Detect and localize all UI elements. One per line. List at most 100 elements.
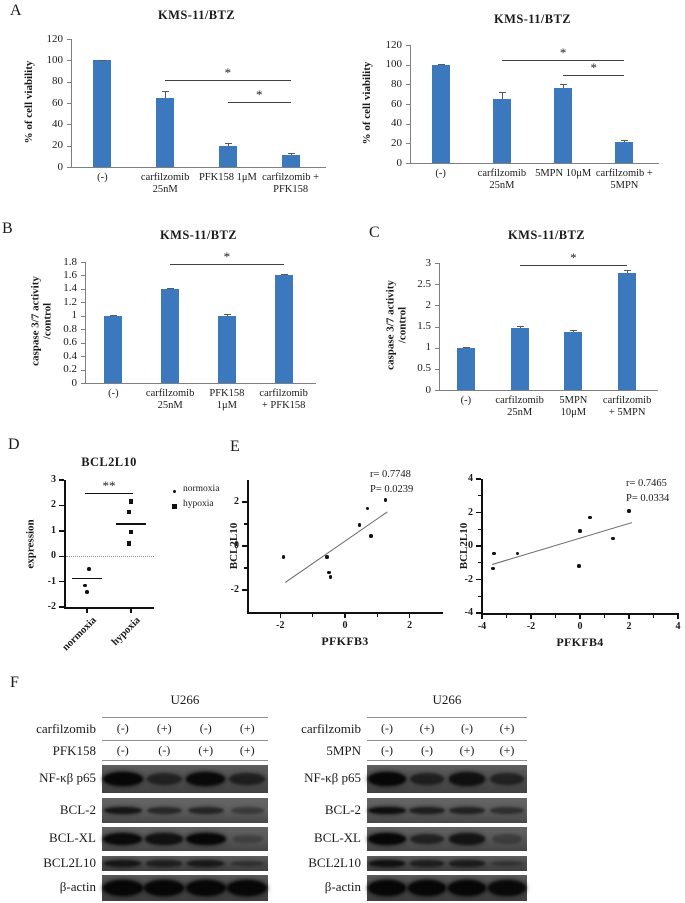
- panel-b-chart: KMS-11/BTZ caspase 3/7 activity /control 0…: [29, 228, 325, 426]
- y-axis: [64, 480, 66, 608]
- data-point: [383, 498, 388, 502]
- significance-line: [85, 492, 133, 494]
- data-point-dot: [85, 589, 89, 594]
- y-tick: [59, 479, 64, 481]
- band: [448, 833, 486, 845]
- y-minor-tick: [478, 495, 481, 497]
- band: [146, 807, 182, 814]
- x-tick-label: 4: [675, 621, 681, 632]
- significance-star: *: [570, 250, 577, 266]
- x-axis: [71, 167, 326, 169]
- y-tick: [81, 383, 85, 384]
- condition-name: carfilzomib: [36, 721, 96, 736]
- y-tick: [406, 84, 410, 86]
- y-tick-label: 1.4: [63, 282, 77, 295]
- condition-name: PFK158: [52, 743, 96, 758]
- y-tick: [67, 81, 71, 83]
- x-axis: [64, 607, 154, 609]
- chart-title: KMS-11/BTZ: [494, 12, 571, 26]
- y-minor-tick: [244, 523, 247, 525]
- error-bar-cap: [99, 59, 107, 61]
- panel-e-left-scatter: -2 0 2 -2 0 2 r= 0.7748 P= 0.0239 PFKFB3 BCL2L10: [228, 455, 448, 655]
- significance-line: [170, 264, 284, 266]
- legend-dot-marker: [173, 490, 176, 493]
- x-tick-label: -4: [477, 621, 487, 632]
- trend-line: [491, 521, 632, 565]
- category-label: (-): [108, 388, 119, 399]
- bar: [217, 315, 236, 383]
- bar: [431, 64, 450, 163]
- protein-label: BCL-XL: [49, 830, 96, 845]
- x-tick: [408, 613, 411, 618]
- error-bar: [165, 91, 167, 98]
- y-tick-label: 3: [425, 256, 432, 269]
- significance-star: *: [559, 44, 567, 60]
- x-axis: [410, 163, 659, 165]
- y-tick: [81, 315, 85, 317]
- panel-label-d: D: [8, 436, 20, 453]
- category-label: (-): [97, 172, 108, 183]
- bar: [456, 347, 475, 390]
- error-bar: [563, 84, 565, 89]
- y-tick: [476, 545, 481, 547]
- y-tick: [476, 478, 481, 480]
- panel-label-b: B: [2, 220, 13, 237]
- significance-star: *: [224, 64, 232, 80]
- y-tick: [435, 347, 439, 349]
- y-tick: [435, 368, 439, 370]
- separator-line: [367, 740, 527, 741]
- y-tick: [67, 167, 71, 168]
- data-point: [281, 555, 286, 559]
- condition-name: 5MPN: [326, 743, 361, 758]
- band: [102, 772, 143, 786]
- y-tick-label: 0: [71, 376, 78, 389]
- bar: [218, 145, 237, 167]
- blot-row: [102, 827, 268, 851]
- panel-label-e: E: [230, 438, 240, 455]
- y-tick-label: 60: [52, 96, 63, 109]
- data-point-square: [128, 499, 134, 504]
- y-tick-label: 1.2: [63, 295, 77, 308]
- y-minor-tick: [478, 528, 481, 530]
- blot-row: [367, 875, 527, 901]
- x-minor-tick: [652, 614, 654, 618]
- error-bar-cap: [162, 91, 170, 93]
- blot-row: [367, 827, 527, 851]
- error-bar: [290, 152, 292, 156]
- data-point: [365, 506, 370, 511]
- band: [367, 833, 407, 845]
- y-tick-label: 0.5: [417, 362, 431, 375]
- category-label: carfilzomib + 5MPN: [595, 168, 653, 191]
- error-bar-cap: [437, 63, 445, 65]
- x-tick: [628, 614, 630, 619]
- band: [409, 772, 445, 786]
- bar: [510, 327, 529, 390]
- y-tick-label: 20: [391, 136, 402, 149]
- y-tick-label: 100: [46, 53, 64, 66]
- y-tick-label: 0: [425, 383, 432, 396]
- condition-value: (-): [199, 721, 212, 735]
- y-tick: [81, 356, 85, 358]
- blot-row: [102, 798, 268, 823]
- y-tick: [406, 163, 410, 164]
- band: [409, 833, 445, 845]
- x-tick: [344, 613, 346, 618]
- panel-a-left-chart: KMS-11/BTZ% of cell viability 0 20 40 60 80 10…: [20, 8, 335, 210]
- blot-row: [367, 798, 527, 823]
- y-tick-label: 40: [52, 117, 63, 130]
- protein-label: BCL-2: [59, 801, 96, 817]
- y-tick: [435, 284, 439, 286]
- band: [491, 834, 523, 844]
- y-tick: [59, 555, 64, 557]
- band: [230, 860, 264, 867]
- band: [407, 880, 447, 896]
- error-bar: [501, 92, 503, 100]
- chart-title: BCL2L10: [81, 455, 137, 469]
- protein-label: BCL-2: [324, 801, 361, 817]
- y-tick: [435, 263, 439, 264]
- legend-label: hypoxia: [183, 499, 214, 509]
- protein-label: β-actin: [324, 879, 361, 894]
- panel-a-right-chart: KMS-11/BTZ% of cell viability 0 20 40 60 80 10…: [358, 12, 668, 206]
- y-tick-label: 0: [396, 156, 403, 169]
- x-axis-title: PFKFB4: [556, 635, 604, 649]
